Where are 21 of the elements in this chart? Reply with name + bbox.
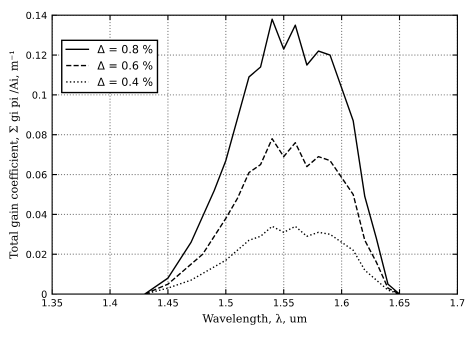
y-tick-label: 0 [42,290,47,298]
legend-label: Δ = 0.4 % [97,78,152,86]
legend-label: Δ = 0.8 % [97,44,152,54]
y-tick-label: 0.08 [26,131,47,139]
x-tick-label: 1.35 [42,299,62,306]
x-tick-label: 1.45 [158,299,178,306]
x-tick-label: 1.4 [103,299,118,306]
y-tick-label: 0.06 [26,171,47,178]
y-axis-title: Total gain coefficient, Σ gi pi /Ai, m⁻¹ [9,51,20,259]
legend-label: Δ = 0.6 % [97,61,152,70]
x-tick-label: 1.5 [219,299,233,306]
y-tick-label: 0.1 [32,91,46,99]
y-tick-label: 0.12 [26,52,46,59]
x-tick-label: 1.65 [390,299,410,306]
x-tick-label: 1.55 [274,299,294,306]
x-tick-label: 1.6 [334,299,349,306]
y-tick-label: 0.02 [26,250,46,258]
x-tick-label: 1.7 [450,299,464,306]
x-axis-title: Wavelength, λ, um [202,314,307,325]
y-tick-label: 0.14 [26,12,47,20]
y-tick-label: 0.04 [26,210,47,218]
